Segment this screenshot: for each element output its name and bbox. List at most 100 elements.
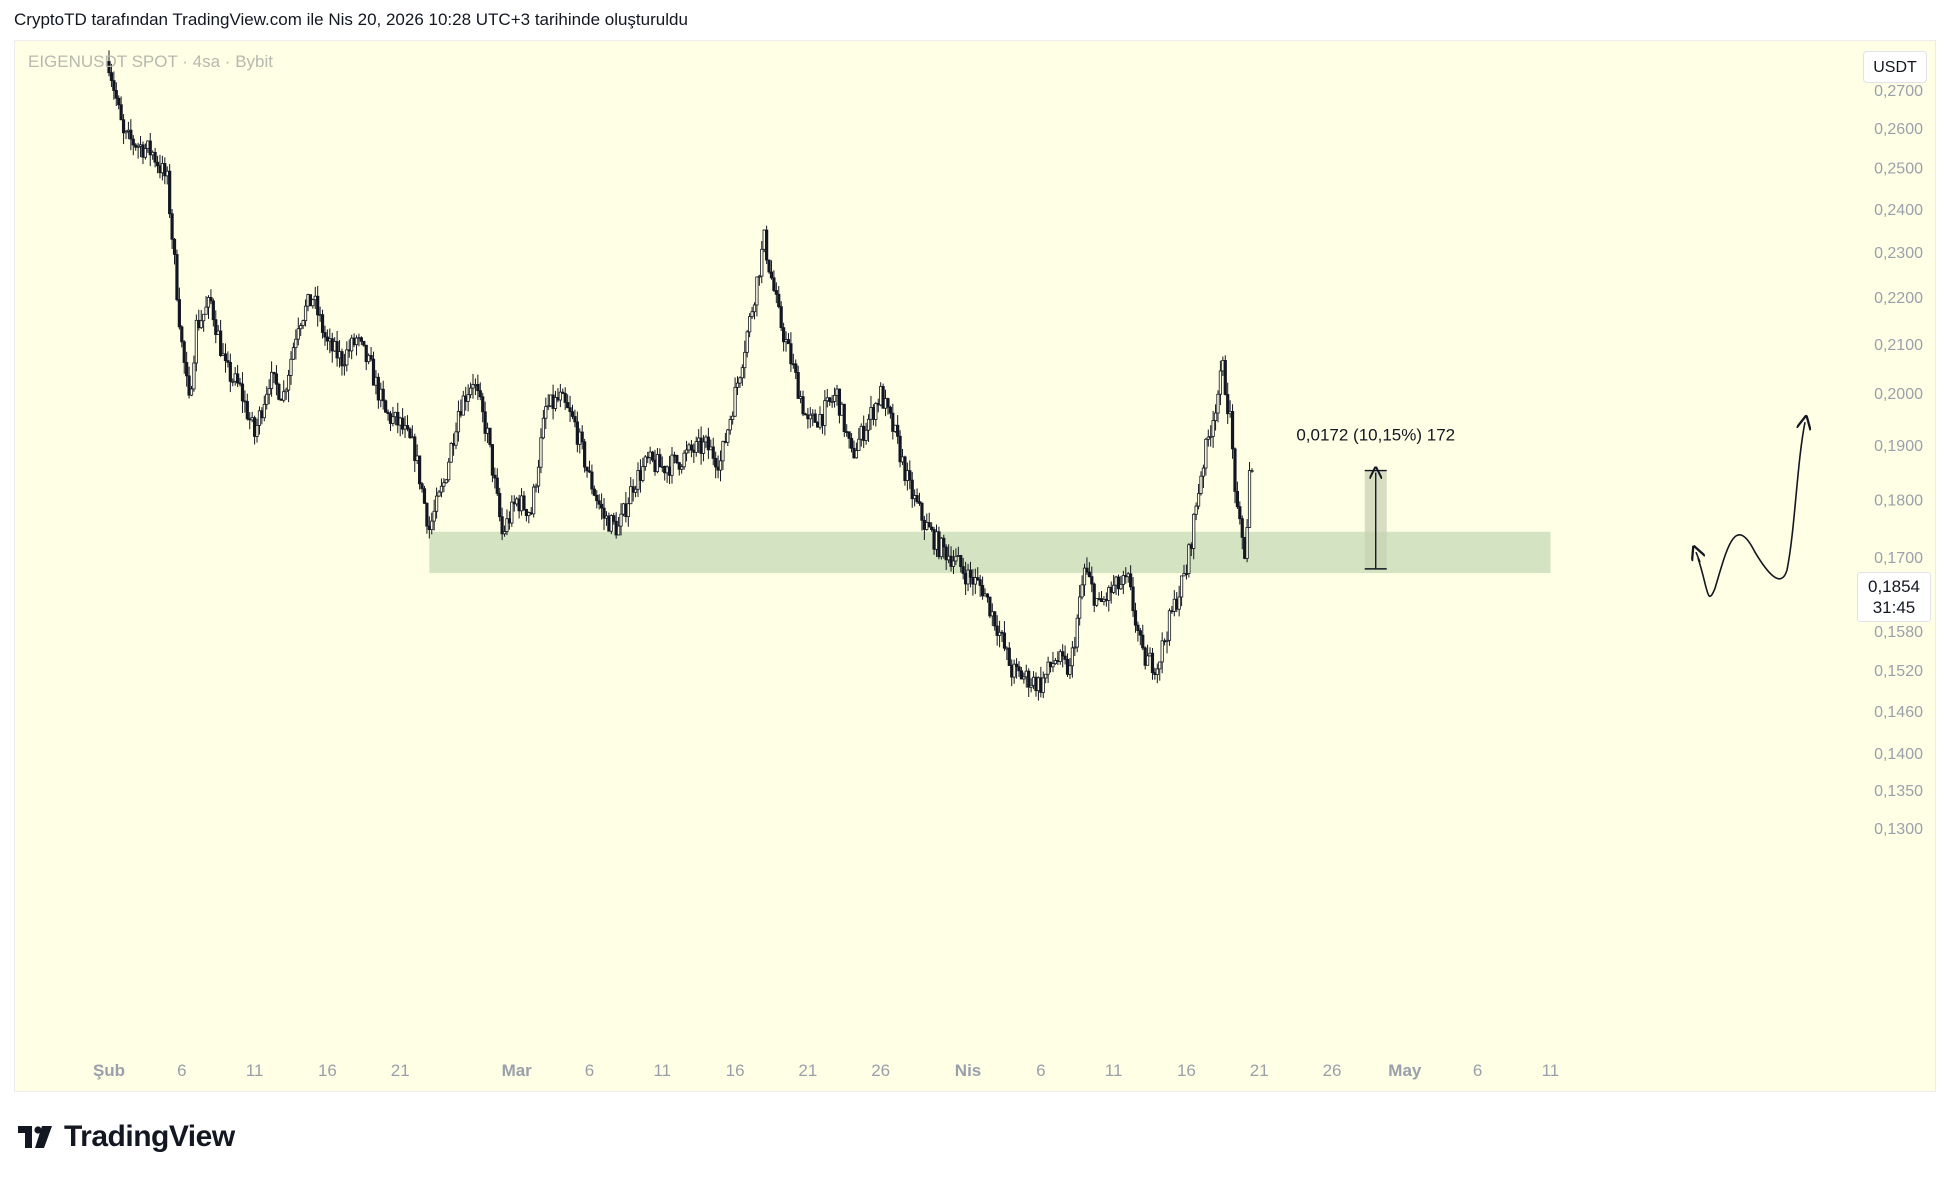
candle-body <box>1116 576 1121 590</box>
candle-body <box>566 402 570 409</box>
candle <box>1240 515 1244 550</box>
candle <box>978 574 982 597</box>
candle-body <box>109 72 114 81</box>
candle <box>796 365 800 399</box>
candle <box>1233 447 1237 504</box>
candle <box>425 502 429 534</box>
candle <box>1141 624 1145 651</box>
candle-body <box>454 431 458 446</box>
candle <box>296 317 300 346</box>
candle <box>1041 671 1045 699</box>
candle-body <box>750 311 754 317</box>
candle-body <box>384 400 388 413</box>
candle <box>1247 462 1252 529</box>
candle-body <box>782 327 786 343</box>
candle-body <box>381 388 385 402</box>
candle <box>291 342 296 360</box>
candle-body <box>995 625 999 636</box>
candle-body <box>864 429 868 441</box>
candle-body <box>1019 670 1024 680</box>
candle-body <box>553 397 558 409</box>
x-axis-tick-label: 26 <box>871 1061 890 1080</box>
candle-body <box>206 297 211 308</box>
candle-body <box>714 457 718 468</box>
candle <box>107 50 111 77</box>
candle <box>1085 557 1089 575</box>
candle-body <box>172 238 177 255</box>
candle-body <box>362 340 366 346</box>
candle <box>898 430 902 468</box>
candle <box>689 440 694 458</box>
candle-body <box>774 290 778 295</box>
chart-panel[interactable]: 0,0172 (10,15%) 172 0,2700 0,2600 0,2500 0,… <box>14 40 1936 1092</box>
candle <box>1044 673 1048 684</box>
candle-body <box>391 416 395 424</box>
candle <box>1090 566 1094 593</box>
candle <box>369 346 373 362</box>
x-axis-tick-label: Nis <box>955 1061 981 1080</box>
candle-body <box>481 396 485 413</box>
candle <box>148 132 152 167</box>
candle <box>255 418 259 443</box>
candle-body <box>185 362 189 377</box>
candle-body <box>296 328 300 340</box>
candle <box>1201 464 1206 488</box>
candle <box>204 296 208 315</box>
candle-body <box>1187 544 1191 575</box>
candle <box>568 395 572 422</box>
candle <box>454 422 458 450</box>
candle-body <box>808 414 812 420</box>
y-axis-tick-label: 0,2100 <box>1874 337 1923 354</box>
candle-body <box>408 428 412 438</box>
candle-body <box>1002 632 1007 649</box>
candle <box>1075 614 1079 653</box>
candle <box>896 415 900 444</box>
candle-body <box>985 593 990 598</box>
candle-body <box>1092 583 1096 606</box>
candle-body <box>828 397 832 402</box>
candle <box>786 333 791 345</box>
currency-button[interactable]: USDT <box>1863 51 1927 83</box>
candle-body <box>760 248 764 277</box>
candle <box>532 483 536 518</box>
candle-body <box>961 566 965 574</box>
candle <box>823 390 827 436</box>
candle-body <box>731 415 735 420</box>
tradingview-logo[interactable]: TradingView <box>18 1118 235 1156</box>
tradingview-logo-icon <box>18 1126 52 1148</box>
candle <box>187 366 191 399</box>
candle-body <box>286 375 291 391</box>
candle-body <box>301 320 305 326</box>
x-axis-tick-label: Mar <box>502 1061 533 1080</box>
candle <box>413 433 417 473</box>
candle <box>993 611 997 631</box>
candle-body <box>813 413 817 423</box>
candle-body <box>684 449 689 454</box>
candle-body <box>447 461 451 481</box>
candle-body <box>595 494 599 502</box>
candle <box>864 422 868 445</box>
candle <box>510 495 514 527</box>
x-axis-tick-label: 16 <box>726 1061 745 1080</box>
candle-body <box>1012 663 1016 678</box>
price-chart[interactable]: 0,0172 (10,15%) 172 0,2700 0,2600 0,2500 0,… <box>15 41 1937 1093</box>
candle <box>488 427 492 448</box>
candle <box>1245 519 1249 563</box>
candle-body <box>682 452 686 468</box>
candle <box>481 392 485 423</box>
candle <box>442 478 446 493</box>
candle <box>760 241 764 284</box>
candle <box>680 464 684 474</box>
candle-body <box>689 444 694 451</box>
candle <box>1150 648 1155 680</box>
candle-body <box>1080 584 1084 598</box>
candle-body <box>376 376 380 401</box>
candle <box>430 512 434 535</box>
candle-body <box>1211 420 1215 437</box>
candle <box>769 260 774 280</box>
candle-body <box>1250 470 1254 472</box>
candle-body <box>294 338 298 349</box>
candle <box>658 448 662 468</box>
candle <box>718 450 723 482</box>
candle <box>495 468 499 496</box>
